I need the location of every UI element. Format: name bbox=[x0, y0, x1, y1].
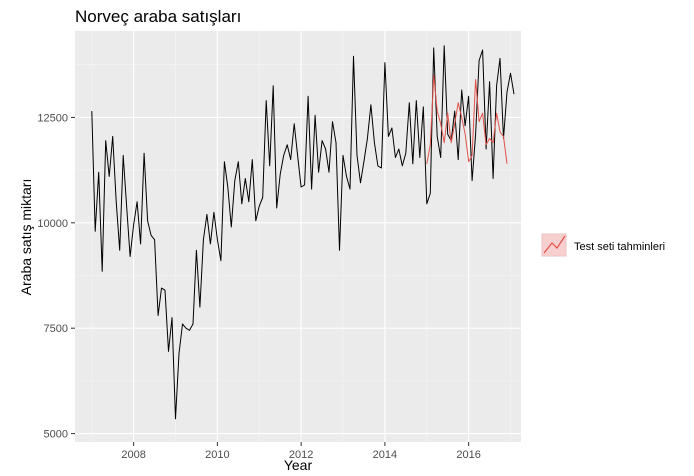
x-tick-label: 2016 bbox=[456, 449, 480, 461]
series-layer bbox=[91, 45, 515, 420]
plot-panel bbox=[75, 31, 521, 442]
x-axis-label: Year bbox=[284, 457, 313, 473]
chart-title: Norveç araba satışları bbox=[75, 7, 241, 26]
y-tick-label: 7500 bbox=[44, 323, 68, 335]
series-line-actual bbox=[91, 45, 515, 420]
y-axis: 5000 7500 10000 12500 bbox=[37, 112, 75, 441]
y-tick-label: 10000 bbox=[37, 218, 68, 230]
x-tick-label: 2008 bbox=[121, 449, 145, 461]
legend-key-line bbox=[543, 235, 566, 254]
x-tick-label: 2010 bbox=[205, 449, 229, 461]
y-axis-label: Araba satış miktarı bbox=[18, 179, 34, 296]
x-tick-label: 2012 bbox=[289, 449, 313, 461]
grid-minor bbox=[75, 31, 521, 442]
series-line-forecast bbox=[426, 74, 508, 164]
grid-major bbox=[75, 31, 521, 442]
y-tick-label: 12500 bbox=[37, 112, 68, 124]
legend: Test seti tahminleri bbox=[541, 233, 665, 257]
legend-label: Test seti tahminleri bbox=[574, 241, 665, 253]
y-tick-label: 5000 bbox=[44, 429, 68, 441]
x-tick-label: 2014 bbox=[373, 449, 397, 461]
x-axis: 2008 2010 2012 2014 2016 bbox=[121, 442, 481, 461]
